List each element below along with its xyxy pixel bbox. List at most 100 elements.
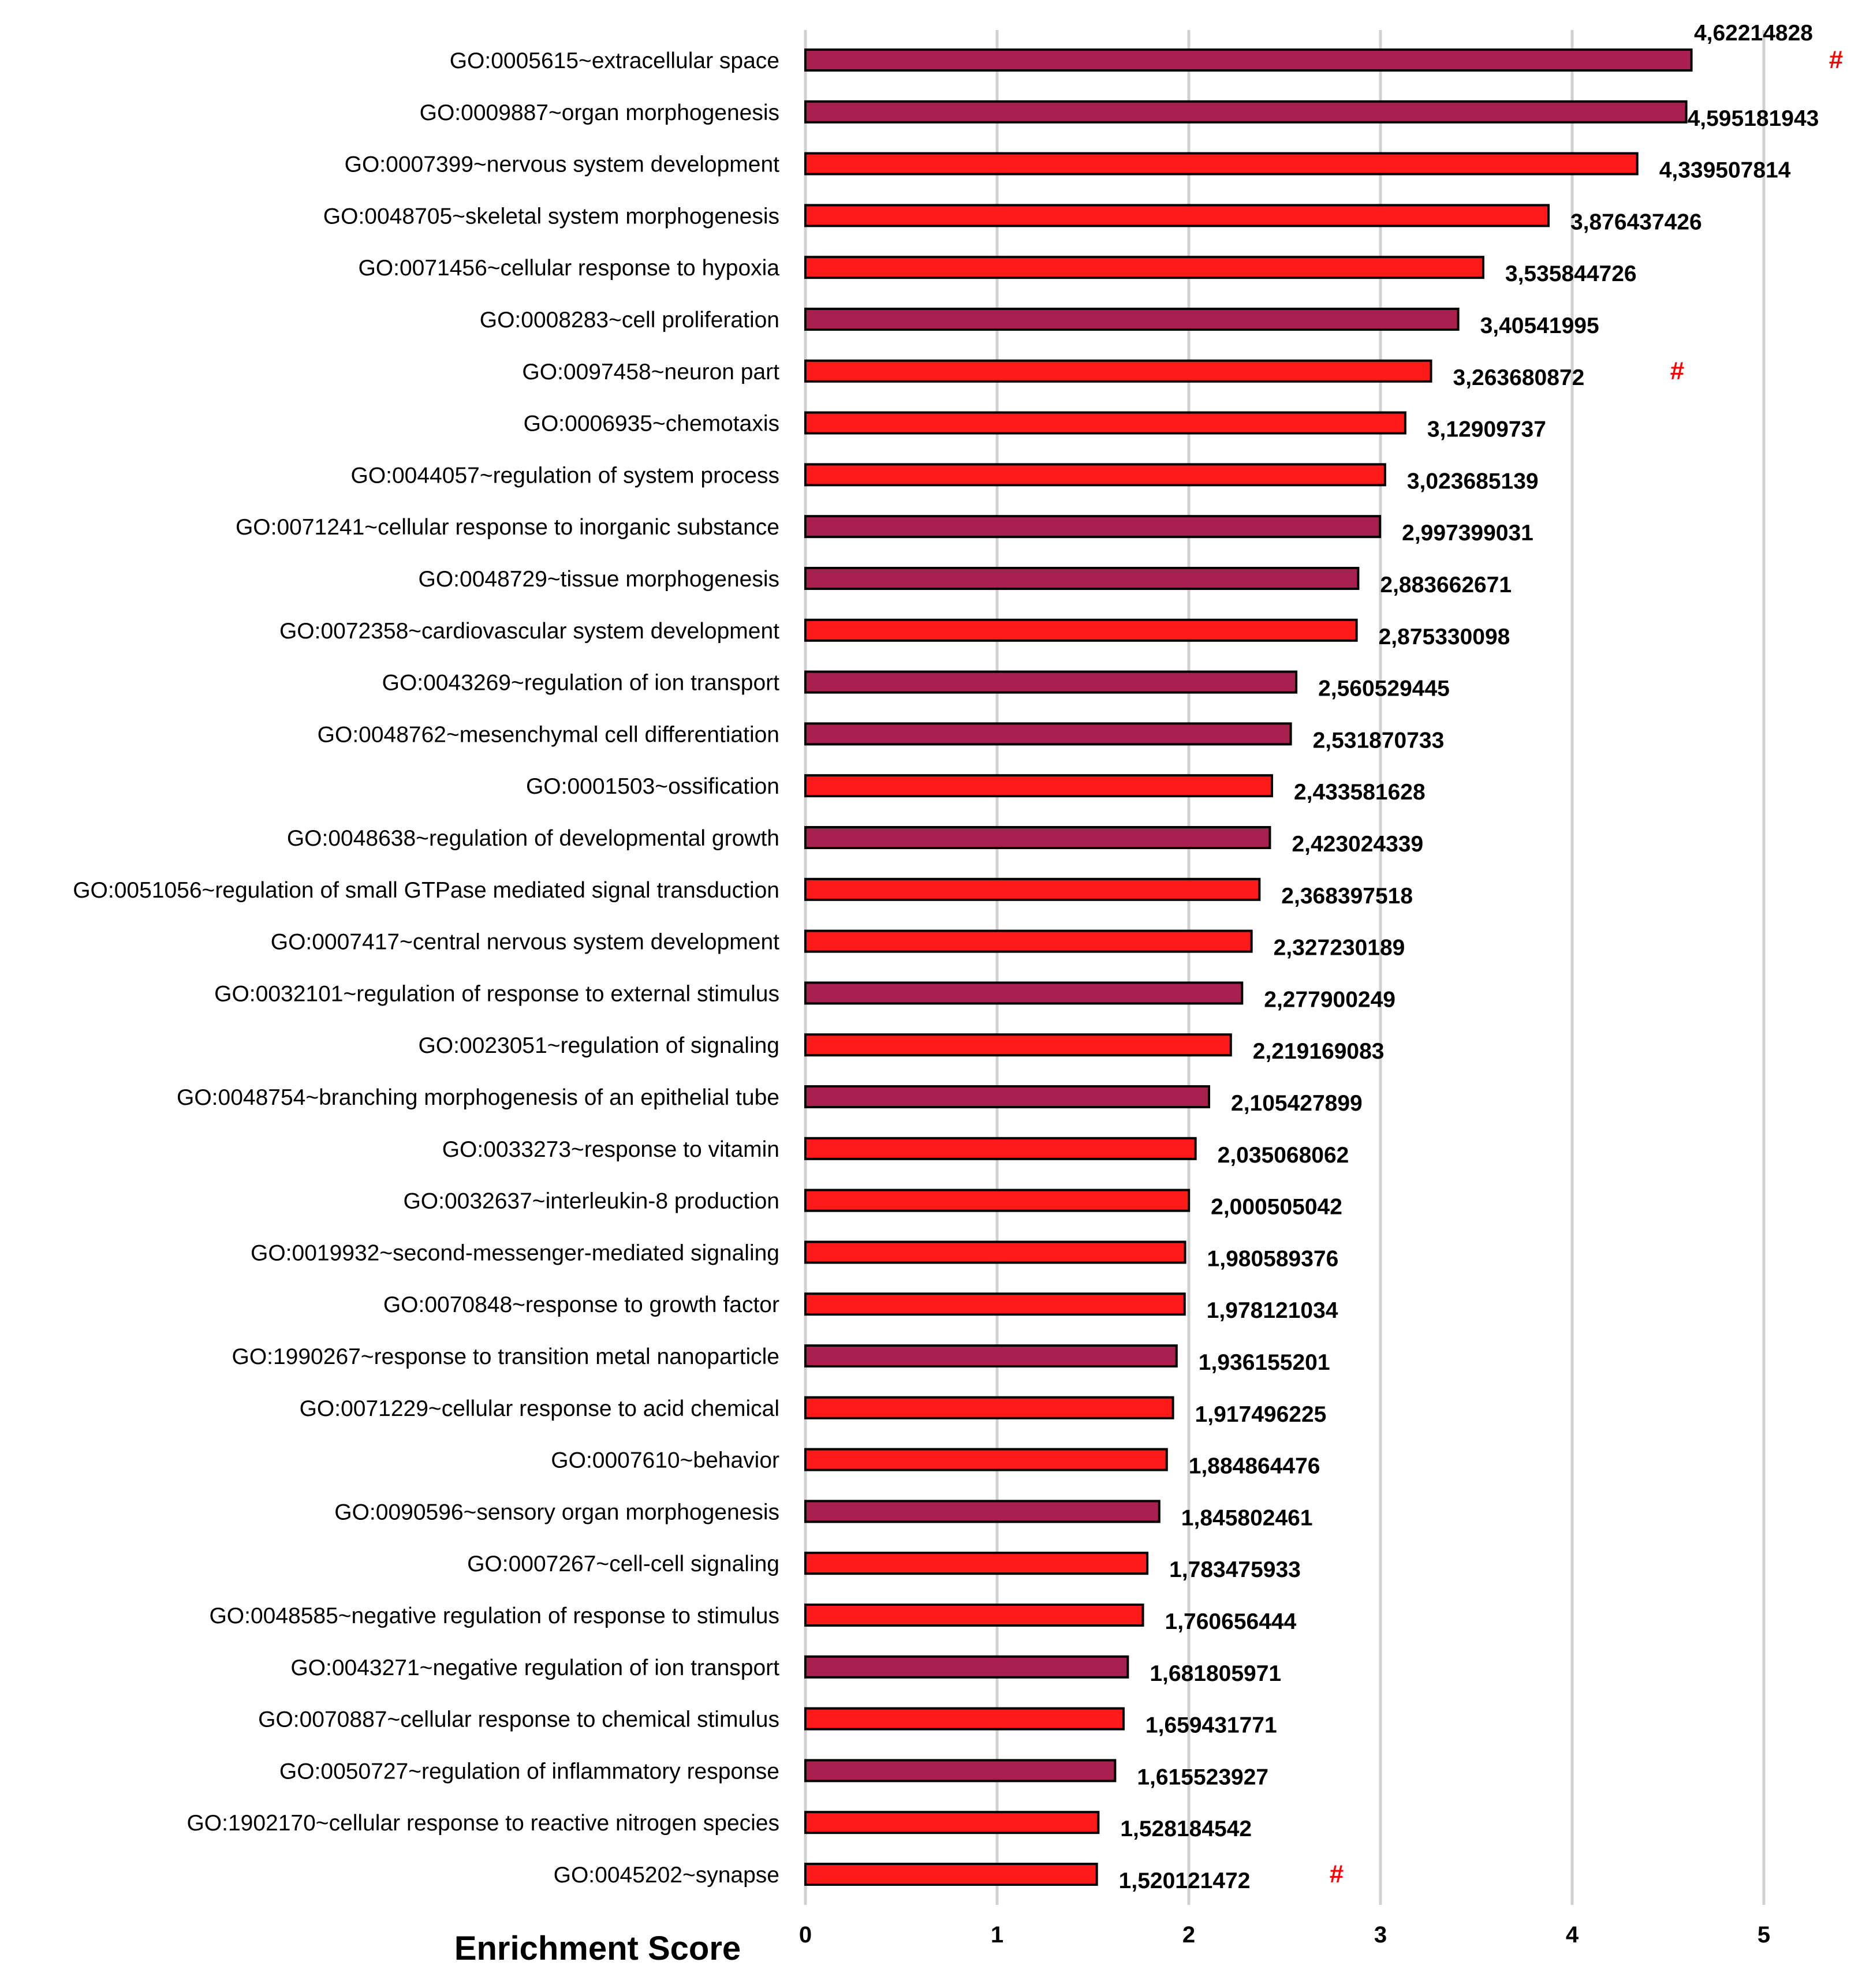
category-label: GO:0071456~cellular response to hypoxia xyxy=(358,256,779,281)
value-label: 3,876437426 xyxy=(1570,210,1702,234)
bar xyxy=(804,670,1298,694)
bar xyxy=(804,1292,1186,1316)
bar xyxy=(804,1811,1100,1834)
bar xyxy=(804,1759,1117,1783)
bar xyxy=(804,515,1382,539)
category-label: GO:0048729~tissue morphogenesis xyxy=(419,567,780,592)
bar xyxy=(804,308,1460,331)
value-label: 4,62214828 xyxy=(1694,21,1813,46)
category-label: GO:0006935~chemotaxis xyxy=(524,412,779,436)
bar xyxy=(804,774,1273,798)
bar xyxy=(804,100,1688,124)
category-label: GO:0033273~response to vitamin xyxy=(442,1137,779,1162)
value-label: 2,875330098 xyxy=(1379,625,1510,649)
bar xyxy=(804,1033,1232,1057)
x-tick-label: 0 xyxy=(799,1922,812,1948)
category-label: GO:0005615~extracellular space xyxy=(450,48,779,73)
bar xyxy=(804,152,1639,175)
value-label: 2,000505042 xyxy=(1211,1195,1342,1220)
category-label: GO:1902170~cellular response to reactive… xyxy=(186,1811,779,1836)
value-label: 2,327230189 xyxy=(1274,936,1405,961)
value-label: 2,560529445 xyxy=(1318,677,1450,701)
value-label: 1,917496225 xyxy=(1195,1402,1327,1427)
category-label: GO:1990267~response to transition metal … xyxy=(232,1344,779,1369)
value-label: 3,12909737 xyxy=(1427,417,1546,442)
significance-mark: # xyxy=(1829,46,1843,74)
category-label: GO:0043269~regulation of ion transport xyxy=(382,671,780,696)
value-label: 1,884864476 xyxy=(1189,1454,1320,1479)
bar xyxy=(804,204,1550,227)
bar xyxy=(804,618,1358,642)
value-label: 1,760656444 xyxy=(1165,1609,1297,1634)
category-label: GO:0048705~skeletal system morphogenesis xyxy=(323,204,779,229)
category-label: GO:0032637~interleukin-8 production xyxy=(403,1189,779,1214)
category-label: GO:0043271~negative regulation of ion tr… xyxy=(290,1656,779,1680)
bar xyxy=(804,463,1386,487)
value-label: 1,978121034 xyxy=(1207,1298,1338,1323)
category-label: GO:0007267~cell-cell signaling xyxy=(467,1552,779,1576)
value-label: 2,219169083 xyxy=(1253,1039,1385,1064)
category-label: GO:0048762~mesenchymal cell differentiat… xyxy=(318,722,779,747)
value-label: 1,681805971 xyxy=(1150,1661,1281,1686)
value-label: 2,997399031 xyxy=(1402,521,1533,545)
category-label: GO:0071241~cellular response to inorgani… xyxy=(236,515,779,540)
category-label: GO:0048585~negative regulation of respon… xyxy=(209,1604,779,1628)
bar xyxy=(804,877,1261,901)
category-label: GO:0090596~sensory organ morphogenesis xyxy=(334,1500,779,1524)
bar xyxy=(804,826,1271,849)
value-label: 2,433581628 xyxy=(1294,780,1426,805)
bar xyxy=(804,411,1406,435)
bar xyxy=(804,1448,1168,1471)
bar xyxy=(804,1707,1125,1731)
x-axis-ticks: 0 1 2 3 4 5 xyxy=(799,1922,1770,1948)
category-label: GO:0019932~second-messenger-mediated sig… xyxy=(251,1240,779,1265)
value-label: 3,535844726 xyxy=(1505,261,1637,286)
category-label: GO:0071229~cellular response to acid che… xyxy=(300,1396,779,1421)
category-label: GO:0048754~branching morphogenesis of an… xyxy=(177,1085,779,1110)
value-label: 2,105427899 xyxy=(1231,1091,1363,1116)
category-label: GO:0070848~response to growth factor xyxy=(383,1292,779,1317)
bar xyxy=(804,1085,1211,1108)
bar xyxy=(804,359,1432,383)
value-labels: 4,62214828 4,595181943 4,339507814 3,876437… xyxy=(1119,21,1819,1893)
category-labels: GO:0005615~extracellular space GO:0009887… xyxy=(73,48,779,1888)
category-label: GO:0048638~regulation of developmental g… xyxy=(287,826,779,851)
category-label: GO:0007610~behavior xyxy=(551,1448,779,1473)
value-label: 3,40541995 xyxy=(1480,313,1599,338)
category-label: GO:0044057~regulation of system process xyxy=(350,463,779,488)
bar xyxy=(804,567,1360,590)
value-label: 2,277900249 xyxy=(1264,987,1395,1012)
value-label: 1,783475933 xyxy=(1169,1557,1301,1582)
category-label: GO:0007417~central nervous system develo… xyxy=(271,930,779,955)
bar xyxy=(804,48,1693,72)
bar xyxy=(804,1189,1191,1212)
value-label: 2,035068062 xyxy=(1218,1143,1349,1168)
bar xyxy=(804,1604,1144,1627)
bar xyxy=(804,929,1253,953)
bar xyxy=(804,1396,1174,1419)
bar xyxy=(804,1552,1149,1575)
category-label: GO:0097458~neuron part xyxy=(522,360,779,384)
category-label: GO:0009887~organ morphogenesis xyxy=(420,100,779,125)
category-label: GO:0008283~cell proliferation xyxy=(480,308,779,332)
significance-mark: # xyxy=(1670,357,1684,385)
value-label: 1,980589376 xyxy=(1207,1246,1339,1271)
bar xyxy=(804,722,1292,746)
x-tick-label: 2 xyxy=(1182,1922,1195,1948)
value-label: 4,595181943 xyxy=(1688,106,1819,131)
bar xyxy=(804,981,1244,1005)
value-label: 3,023685139 xyxy=(1407,469,1539,494)
category-label: GO:0032101~regulation of response to ext… xyxy=(214,981,779,1006)
x-tick-label: 4 xyxy=(1566,1922,1579,1948)
value-label: 2,423024339 xyxy=(1292,832,1423,857)
bar xyxy=(804,1863,1098,1886)
value-label: 1,520121472 xyxy=(1119,1869,1251,1893)
bar xyxy=(804,1655,1129,1679)
value-label: 2,883662671 xyxy=(1380,573,1512,597)
value-label: 4,339507814 xyxy=(1659,158,1791,183)
value-label: 1,845802461 xyxy=(1181,1505,1313,1530)
bar xyxy=(804,1500,1161,1523)
bar xyxy=(804,256,1484,279)
value-label: 1,659431771 xyxy=(1145,1713,1277,1738)
